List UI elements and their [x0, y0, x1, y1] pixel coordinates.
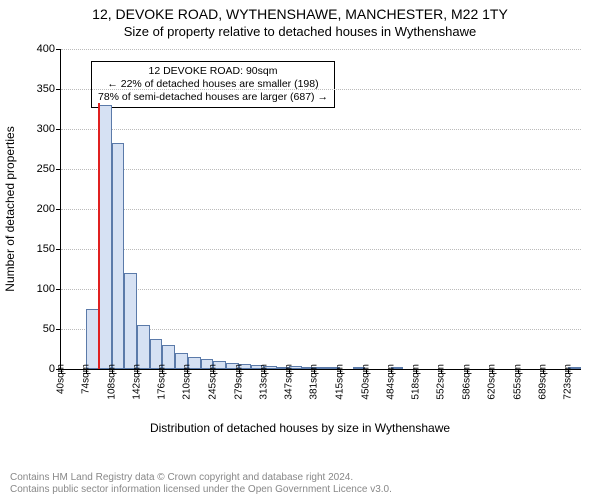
ytick-label: 350: [21, 83, 55, 95]
xtick-label: 210sqm: [182, 364, 193, 400]
gridline: [61, 89, 581, 90]
ytick-label: 100: [21, 283, 55, 295]
footer-line2: Contains public sector information licen…: [10, 484, 392, 496]
xtick-label: 620sqm: [486, 364, 497, 400]
xtick-label: 142sqm: [131, 364, 142, 400]
ytick-label: 150: [21, 243, 55, 255]
ytick-label: 200: [21, 203, 55, 215]
xtick-label: 74sqm: [81, 364, 92, 394]
gridline: [61, 129, 581, 130]
xtick-label: 689sqm: [538, 364, 549, 400]
gridline: [61, 209, 581, 210]
histogram-bar: [99, 105, 112, 369]
gridline: [61, 249, 581, 250]
xtick-label: 381sqm: [309, 364, 320, 400]
ytick-mark: [56, 89, 61, 90]
xtick-label: 279sqm: [233, 364, 244, 400]
xtick-label: 552sqm: [436, 364, 447, 400]
footer-line1: Contains HM Land Registry data © Crown c…: [10, 472, 392, 484]
ytick-mark: [56, 249, 61, 250]
x-axis-label: Distribution of detached houses by size …: [0, 421, 600, 435]
ytick-label: 250: [21, 163, 55, 175]
ytick-mark: [56, 209, 61, 210]
ytick-label: 400: [21, 43, 55, 55]
ytick-label: 300: [21, 123, 55, 135]
annotation-line3: 78% of semi-detached houses are larger (…: [98, 91, 328, 104]
ytick-mark: [56, 289, 61, 290]
xtick-label: 586sqm: [461, 364, 472, 400]
xtick-label: 484sqm: [385, 364, 396, 400]
xtick-label: 313sqm: [258, 364, 269, 400]
xtick-label: 450sqm: [360, 364, 371, 400]
xtick-label: 415sqm: [334, 364, 345, 400]
ytick-mark: [56, 329, 61, 330]
ytick-label: 0: [21, 363, 55, 375]
footer-attribution: Contains HM Land Registry data © Crown c…: [10, 472, 392, 496]
histogram-bar: [86, 309, 99, 369]
annotation-line1: 12 DEVOKE ROAD: 90sqm: [98, 65, 328, 78]
xtick-label: 723sqm: [563, 364, 574, 400]
gridline: [61, 49, 581, 50]
ytick-mark: [56, 169, 61, 170]
gridline: [61, 169, 581, 170]
xtick-label: 176sqm: [157, 364, 168, 400]
gridline: [61, 289, 581, 290]
highlight-line: [98, 103, 100, 369]
histogram-bar: [112, 143, 125, 369]
histogram-bar: [137, 325, 150, 369]
xtick-label: 108sqm: [106, 364, 117, 400]
plot-area: 12 DEVOKE ROAD: 90sqm ← 22% of detached …: [60, 49, 581, 370]
y-axis-label: Number of detached properties: [3, 126, 17, 291]
xtick-label: 245sqm: [208, 364, 219, 400]
page-subtitle: Size of property relative to detached ho…: [0, 24, 600, 39]
ytick-mark: [56, 129, 61, 130]
page-title: 12, DEVOKE ROAD, WYTHENSHAWE, MANCHESTER…: [0, 6, 600, 22]
xtick-label: 518sqm: [411, 364, 422, 400]
histogram-bar: [124, 273, 137, 369]
xtick-label: 655sqm: [512, 364, 523, 400]
ytick-mark: [56, 49, 61, 50]
xtick-label: 347sqm: [284, 364, 295, 400]
chart-container: Number of detached properties 12 DEVOKE …: [0, 39, 600, 419]
ytick-label: 50: [21, 323, 55, 335]
annotation-box: 12 DEVOKE ROAD: 90sqm ← 22% of detached …: [91, 61, 335, 108]
xtick-label: 40sqm: [56, 364, 67, 394]
